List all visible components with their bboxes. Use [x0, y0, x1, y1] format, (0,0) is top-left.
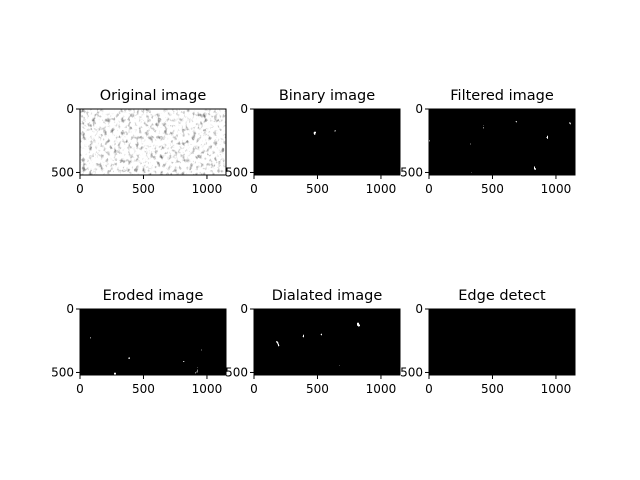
axes-frame [428, 308, 576, 376]
subplot-title: Dialated image [272, 288, 383, 304]
y-tick-label: 0 [66, 102, 74, 116]
y-tick-label: 0 [415, 102, 423, 116]
x-tick-label: 0 [250, 382, 258, 396]
x-tick-label: 0 [76, 182, 84, 196]
x-tick-label: 1000 [366, 382, 397, 396]
y-tick-label: 500 [225, 365, 248, 379]
y-tick-label: 0 [240, 102, 248, 116]
subplot-title: Filtered image [450, 88, 554, 104]
axes-frame [253, 308, 401, 376]
axes-frame [79, 308, 227, 376]
axes-frame [253, 108, 401, 176]
y-tick-label: 0 [415, 302, 423, 316]
x-tick-label: 1000 [366, 182, 397, 196]
y-tick-label: 500 [225, 165, 248, 179]
axes-frame [79, 108, 227, 176]
x-tick-label: 1000 [192, 182, 223, 196]
x-tick-label: 1000 [541, 382, 572, 396]
image-heatmap [429, 309, 575, 375]
x-tick-label: 0 [250, 182, 258, 196]
image-heatmap [254, 109, 400, 175]
image-heatmap [254, 309, 400, 375]
y-tick-label: 0 [66, 302, 74, 316]
y-tick-label: 500 [400, 165, 423, 179]
y-tick-label: 500 [400, 365, 423, 379]
subplot-title: Eroded image [103, 288, 204, 304]
axes-frame [428, 108, 576, 176]
subplot-title: Binary image [279, 88, 375, 104]
x-tick-label: 500 [132, 182, 155, 196]
x-tick-label: 0 [425, 182, 433, 196]
x-tick-label: 500 [481, 382, 504, 396]
y-tick-label: 500 [51, 165, 74, 179]
image-heatmap [429, 109, 575, 175]
x-tick-label: 0 [425, 382, 433, 396]
y-tick-label: 500 [51, 365, 74, 379]
x-tick-label: 0 [76, 382, 84, 396]
x-tick-label: 500 [306, 382, 329, 396]
subplot-title: Original image [100, 88, 207, 104]
image-heatmap [80, 109, 226, 175]
subplot-title: Edge detect [458, 288, 546, 304]
x-tick-label: 1000 [541, 182, 572, 196]
x-tick-label: 500 [481, 182, 504, 196]
x-tick-label: 1000 [192, 382, 223, 396]
x-tick-label: 500 [132, 382, 155, 396]
image-heatmap [80, 309, 226, 375]
x-tick-label: 500 [306, 182, 329, 196]
y-tick-label: 0 [240, 302, 248, 316]
